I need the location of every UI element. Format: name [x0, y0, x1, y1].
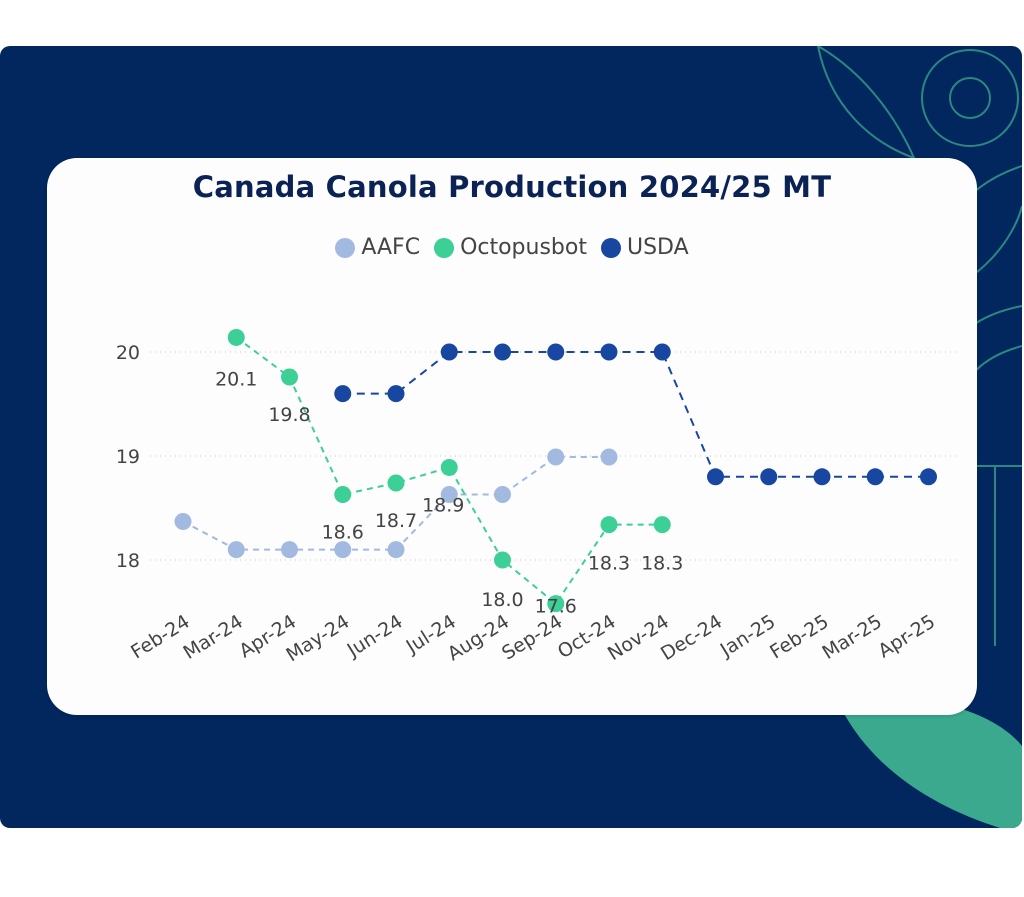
legend-label: USDA: [626, 235, 689, 260]
x-tick-label: Mar-24: [180, 611, 247, 664]
data-point: [334, 385, 352, 403]
x-tick-label: Jan-25: [716, 611, 780, 662]
legend-marker: [335, 237, 356, 258]
data-label: 18.9: [422, 494, 464, 516]
data-point: [547, 595, 565, 613]
data-label: 18.7: [375, 510, 417, 532]
y-tick-label: 18: [116, 550, 140, 572]
data-point: [387, 385, 405, 403]
data-point: [227, 541, 245, 559]
data-point: [547, 343, 565, 361]
data-point: [174, 513, 192, 531]
data-label: 20.1: [215, 368, 257, 390]
data-point: [866, 468, 884, 486]
y-tick-label: 20: [116, 342, 140, 364]
data-point: [653, 516, 671, 534]
data-point: [920, 468, 937, 486]
data-point: [600, 343, 618, 361]
data-point: [440, 458, 458, 476]
data-point: [281, 368, 298, 386]
data-point: [334, 485, 352, 503]
x-tick-label: Jun-24: [343, 611, 407, 662]
data-point: [440, 343, 458, 361]
data-point: [813, 468, 831, 486]
legend-label: AAFC: [361, 235, 421, 260]
legend-marker: [434, 237, 455, 258]
data-label: 18.3: [641, 553, 683, 575]
data-point: [387, 474, 405, 492]
chart-legend: AAFC Octopusbot USDA: [0, 235, 1024, 260]
data-point: [281, 541, 298, 559]
data-point: [440, 485, 458, 503]
data-point: [494, 485, 511, 503]
data-point: [600, 448, 618, 466]
legend-item: Octopusbot: [434, 235, 587, 260]
x-tick-label: Mar-25: [819, 611, 886, 664]
series-line: [182, 456, 609, 551]
x-tick-label: Sep-24: [498, 611, 566, 665]
data-point: [387, 541, 405, 559]
x-tick-label: Dec-24: [657, 611, 726, 666]
series-line: [342, 351, 929, 478]
chart-title: Canada Canola Production 2024/25 MT: [192, 170, 832, 204]
data-label: 18.6: [322, 521, 364, 543]
x-tick-label: Feb-24: [127, 611, 194, 664]
data-point: [547, 448, 565, 466]
y-tick-label: 19: [116, 446, 140, 468]
chart-card: [47, 158, 977, 715]
data-point: [227, 328, 245, 346]
data-label: 19.8: [268, 404, 310, 426]
legend-item: USDA: [600, 235, 689, 260]
legend-marker: [600, 237, 621, 258]
data-point: [334, 541, 352, 559]
data-point: [653, 343, 671, 361]
x-tick-label: Aug-24: [444, 611, 513, 666]
x-tick-label: Apr-25: [874, 611, 939, 663]
x-tick-label: Feb-25: [766, 611, 833, 664]
data-point: [760, 468, 778, 486]
legend-label: Octopusbot: [460, 235, 587, 260]
data-label: 17.6: [535, 596, 577, 618]
data-point: [494, 343, 511, 361]
data-label: 18.0: [481, 589, 523, 611]
data-point: [494, 551, 511, 569]
series-line: [235, 336, 663, 606]
data-point: [707, 468, 724, 486]
data-label: 18.3: [588, 553, 630, 575]
data-point: [600, 516, 618, 534]
legend-item: AAFC: [335, 235, 420, 260]
